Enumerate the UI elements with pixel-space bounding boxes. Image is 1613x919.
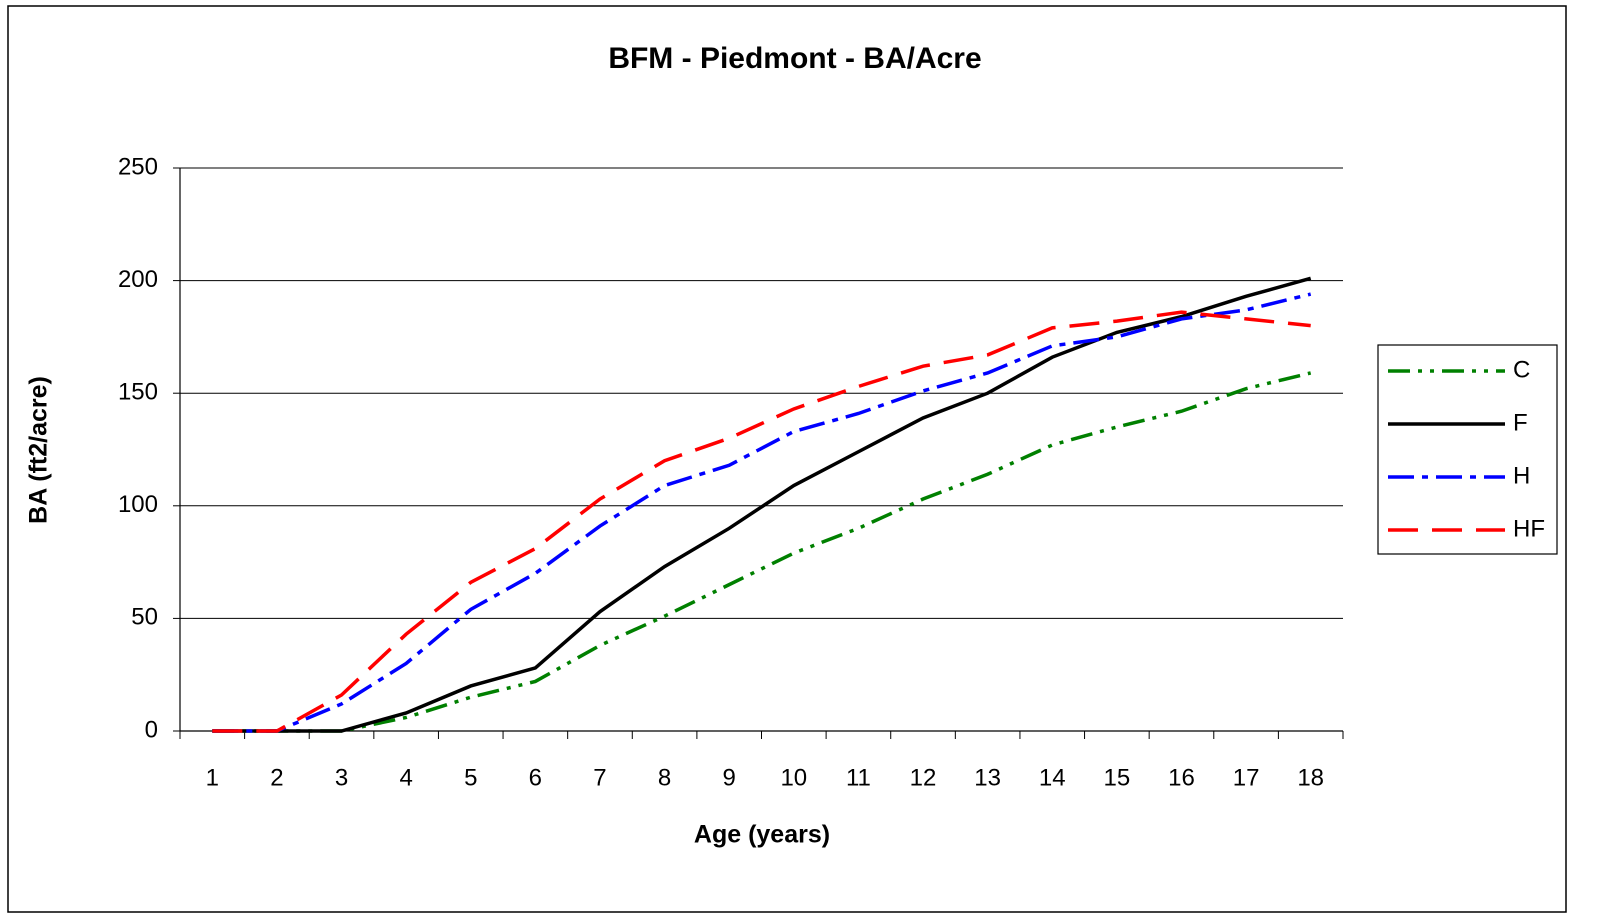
- x-tick-label: 9: [723, 764, 736, 791]
- y-tick-label: 250: [118, 153, 158, 180]
- legend-label: HF: [1513, 515, 1545, 542]
- x-tick-label: 13: [974, 764, 1001, 791]
- x-tick-label: 4: [399, 764, 412, 791]
- series-line: [212, 310, 1311, 733]
- x-tick-label: 5: [464, 764, 477, 791]
- x-tick-label: 7: [593, 764, 606, 791]
- series-line: [212, 292, 1312, 733]
- series-line: [212, 276, 1312, 733]
- y-tick-label: 100: [118, 491, 158, 518]
- x-tick-label: 10: [780, 764, 807, 791]
- legend-label: C: [1513, 356, 1530, 383]
- chart-border: [7, 5, 1567, 913]
- y-tick-label: 50: [131, 604, 158, 631]
- x-tick-label: 14: [1039, 764, 1066, 791]
- series-line: [212, 371, 1312, 733]
- x-tick-label: 16: [1168, 764, 1195, 791]
- y-tick-label: 0: [145, 716, 158, 743]
- legend-label: H: [1513, 462, 1530, 489]
- x-tick-label: 2: [270, 764, 283, 791]
- y-axis-label: BA (ft2/acre): [25, 376, 53, 524]
- x-tick-label: 6: [529, 764, 542, 791]
- x-tick-label: 12: [910, 764, 937, 791]
- legend-label: F: [1513, 409, 1528, 436]
- x-tick-label: 8: [658, 764, 671, 791]
- x-tick-label: 11: [846, 764, 871, 791]
- x-axis-label: Age (years): [694, 821, 830, 849]
- chart-title: BFM - Piedmont - BA/Acre: [608, 42, 981, 75]
- x-tick-label: 3: [335, 764, 348, 791]
- x-tick-label: 1: [206, 764, 219, 791]
- legend-box: [1377, 344, 1558, 555]
- y-tick-label: 150: [118, 379, 158, 406]
- y-tick-label: 200: [118, 266, 158, 293]
- x-tick-label: 18: [1297, 764, 1324, 791]
- x-tick-label: 17: [1233, 764, 1260, 791]
- x-tick-label: 15: [1104, 764, 1131, 791]
